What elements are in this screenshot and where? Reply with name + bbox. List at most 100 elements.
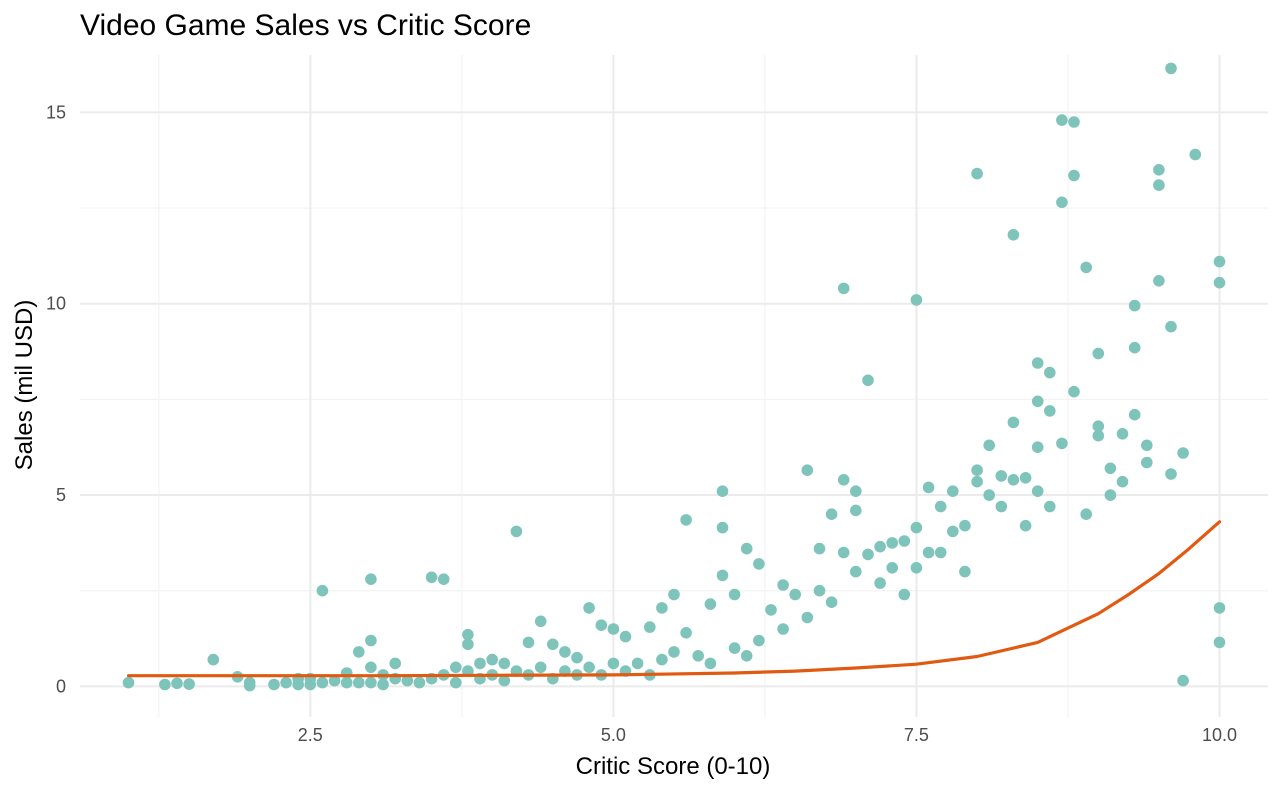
data-point (983, 439, 995, 452)
data-point (898, 535, 911, 547)
y-axis-title: Sales (mil USD) (11, 300, 38, 471)
data-point (631, 657, 644, 670)
data-point (1141, 456, 1153, 469)
y-tick-label: 5 (56, 485, 66, 505)
data-point (365, 661, 377, 674)
data-point (1177, 674, 1189, 687)
data-point (595, 619, 608, 631)
data-point (874, 540, 886, 553)
data-point (413, 676, 426, 689)
data-point (959, 519, 971, 532)
data-point (1165, 320, 1177, 333)
data-point (801, 611, 814, 624)
data-point (389, 657, 402, 670)
trend-line-path (126, 520, 1222, 678)
data-point (425, 571, 438, 584)
y-tick-label: 10 (46, 294, 66, 314)
data-point (280, 676, 292, 689)
data-point (1213, 255, 1226, 268)
data-point (983, 489, 995, 501)
data-point (365, 573, 377, 585)
data-point (668, 588, 680, 601)
data-point (462, 638, 474, 651)
data-point (1080, 508, 1092, 520)
data-point (1128, 408, 1141, 421)
data-point (971, 167, 983, 180)
data-point (607, 623, 620, 635)
data-point (243, 679, 256, 692)
data-point (1213, 636, 1226, 649)
x-tick-label: 10.0 (1202, 725, 1237, 745)
data-point (765, 604, 777, 616)
data-point (716, 521, 729, 534)
data-point (898, 588, 911, 601)
data-point (571, 651, 583, 664)
data-point (559, 646, 571, 658)
data-point (498, 657, 511, 670)
data-point (1080, 261, 1092, 274)
data-point (328, 674, 341, 687)
data-point (207, 653, 220, 666)
data-point (971, 475, 983, 488)
data-point (680, 514, 692, 526)
data-point (825, 508, 838, 520)
data-points (122, 62, 1226, 692)
y-tick-label: 15 (46, 102, 66, 122)
data-point (365, 676, 377, 689)
data-point (1213, 276, 1226, 289)
data-point (716, 569, 729, 582)
data-point (498, 674, 511, 687)
data-point (740, 542, 753, 555)
data-point (1056, 114, 1068, 126)
data-point (583, 661, 595, 674)
data-point (510, 525, 523, 538)
data-point (316, 584, 329, 597)
data-point (801, 464, 814, 477)
data-point (1019, 472, 1032, 484)
data-point (728, 588, 741, 601)
data-point (1044, 405, 1056, 417)
data-point (934, 500, 947, 513)
data-point (1056, 437, 1068, 450)
data-point (922, 546, 935, 559)
data-point (583, 602, 595, 614)
x-axis-ticks: 2.5 5.0 7.5 10.0 (298, 725, 1237, 745)
data-point (1141, 439, 1153, 452)
data-point (656, 653, 668, 666)
data-point (1092, 429, 1105, 442)
data-point (619, 630, 632, 643)
data-point (1068, 169, 1080, 182)
data-point (1116, 428, 1129, 440)
data-point (534, 661, 547, 674)
data-point (995, 500, 1008, 513)
data-point (837, 282, 850, 295)
x-tick-label: 7.5 (904, 725, 929, 745)
data-point (304, 678, 317, 691)
y-axis-ticks: 0 5 10 15 (46, 102, 66, 696)
data-point (850, 504, 862, 517)
data-point (450, 661, 462, 674)
data-point (1007, 416, 1020, 429)
data-point (753, 634, 765, 647)
data-point (353, 676, 365, 689)
data-point (1104, 462, 1117, 475)
data-point (1031, 395, 1044, 408)
data-point (668, 646, 680, 658)
data-point (1104, 489, 1117, 501)
data-point (1128, 341, 1141, 354)
data-point (1068, 385, 1080, 398)
data-point (934, 546, 947, 559)
data-point (450, 676, 462, 689)
data-point (340, 676, 353, 689)
data-point (1153, 164, 1165, 176)
data-point (656, 602, 668, 614)
data-point (837, 474, 850, 486)
data-point (886, 562, 898, 574)
data-point (462, 628, 474, 641)
data-point (122, 676, 135, 689)
data-point (1031, 441, 1044, 454)
data-point (534, 615, 547, 628)
data-point (995, 470, 1008, 482)
y-tick-label: 0 (56, 676, 66, 696)
data-point (1007, 229, 1020, 241)
